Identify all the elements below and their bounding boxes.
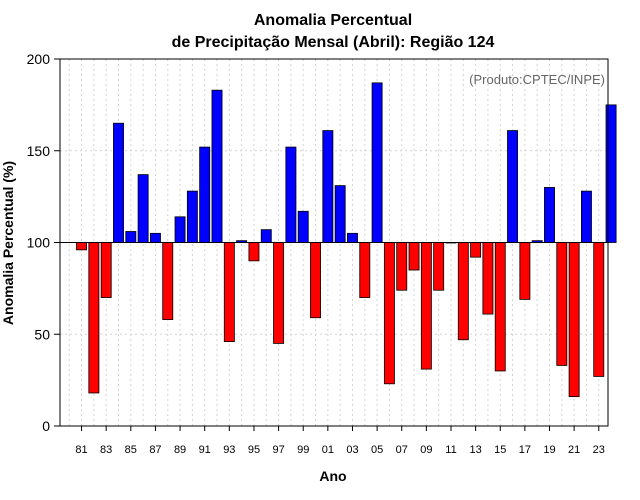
x-axis-ticks: 81 83 85 87 89 91 93 95 97 99 01 03 05 07 09 11 13 15 17 19… [75,426,605,456]
y-axis-ticks: 0 50 100 150 200 [27,51,60,434]
x-tick-label: 83 [100,444,112,456]
bar-1996 [260,229,272,243]
credit-annotation: (Produto:CPTEC/INPE) [469,72,605,87]
x-tick-label: 81 [75,444,87,456]
x-tick-label: 87 [149,444,161,456]
y-axis-label: Anomalia Percentual (%) [0,161,16,325]
bar-1999 [297,210,309,243]
bar-2019 [544,187,555,243]
x-tick-label: 19 [543,444,555,456]
x-tick-label: 95 [248,444,260,456]
y-tick-label: 100 [27,235,51,251]
bar-2014 [482,242,494,315]
x-tick-label: 01 [322,444,334,456]
x-tick-label: 23 [593,444,605,456]
y-tick-label: 150 [27,143,51,159]
y-tick-label: 0 [42,418,50,434]
bar-2012 [457,242,469,341]
bar-2006 [383,242,395,385]
bar-2003 [347,232,358,243]
bar-2002 [334,185,346,243]
bar-1986 [137,174,149,243]
x-tick-label: 15 [494,444,506,456]
bar-2004 [359,242,371,298]
x-tick-label: 03 [346,444,358,456]
bar-2016 [507,130,519,243]
bar-2001 [322,130,334,243]
x-tick-label: 21 [568,444,580,456]
bar-2010 [433,242,445,291]
bar-2023 [593,242,605,377]
bar-2020 [556,242,568,366]
x-tick-label: 17 [519,444,531,456]
x-tick-label: 99 [297,444,309,456]
x-axis-label: Ano [319,468,346,484]
bar-2008 [408,242,420,271]
bars [76,82,617,398]
x-tick-label: 13 [469,444,481,456]
bar-1988 [162,242,174,320]
bar-2005 [371,82,383,243]
bar-1998 [285,146,297,243]
x-tick-label: 93 [223,444,235,456]
y-tick-label: 200 [27,51,51,67]
bar-1995 [248,242,260,262]
bar-1989 [174,216,186,243]
bar-1987 [149,232,161,243]
chart-title: Anomalia Percentual [254,12,412,29]
bar-1985 [125,231,137,243]
x-tick-label: 11 [445,444,456,456]
bar-1983 [100,242,112,298]
bar-2017 [519,242,531,300]
bar-2007 [396,242,408,291]
x-tick-label: 91 [199,444,211,456]
bar-1982 [88,242,100,394]
x-tick-label: 97 [272,444,284,456]
bar-2000 [310,242,321,319]
bar-2015 [494,242,506,372]
bar-2022 [581,190,592,243]
bar-1990 [186,190,198,243]
bar-1991 [199,146,211,243]
x-tick-label: 85 [125,444,137,456]
bar-2013 [470,242,482,258]
y-tick-label: 50 [34,326,50,342]
bar-1981 [76,242,87,251]
bar-2021 [568,242,580,398]
x-tick-label: 05 [371,444,383,456]
bar-1993 [223,242,235,342]
bar-1992 [211,89,223,243]
bar-2024 [605,104,617,243]
bar-1984 [113,122,124,243]
x-tick-label: 09 [420,444,432,456]
bar-2009 [420,242,432,370]
chart-subtitle: de Precipitação Mensal (Abril): Região 1… [172,34,495,51]
bar-1997 [273,242,285,344]
grid [60,59,608,426]
x-tick-label: 07 [396,444,408,456]
x-tick-label: 89 [174,444,186,456]
